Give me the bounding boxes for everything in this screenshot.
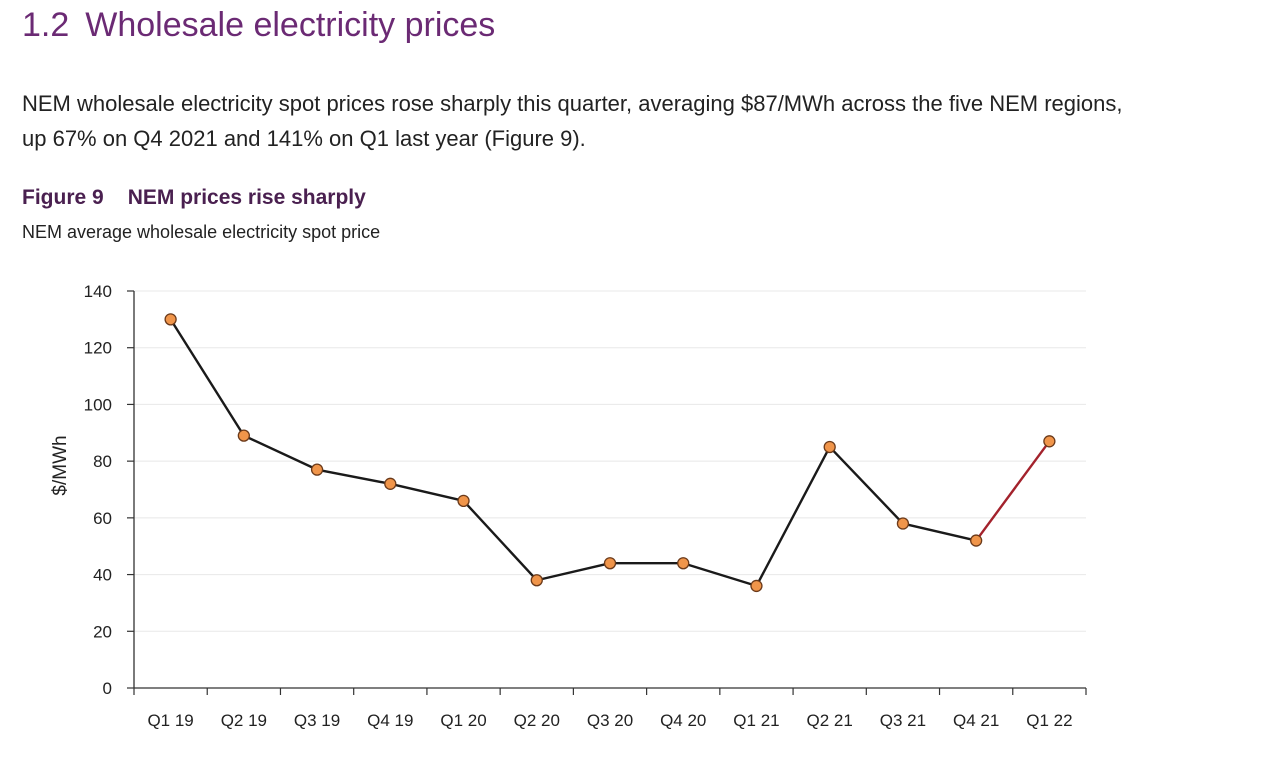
series-line-segment <box>901 522 978 542</box>
figure-title-text: NEM prices rise sharply <box>127 186 366 209</box>
figure-title: Figure 9 NEM prices rise sharply <box>22 186 366 210</box>
x-tick-label: Q1 20 <box>440 711 486 730</box>
y-tick-label: 0 <box>103 679 112 698</box>
series-line-segment <box>462 499 538 582</box>
series-line-segment <box>315 468 392 486</box>
data-point <box>384 477 397 490</box>
y-tick-label: 20 <box>93 622 112 641</box>
data-point <box>310 463 324 476</box>
data-point <box>603 557 617 570</box>
figure-label: Figure 9 <box>22 186 104 209</box>
x-tick-label: Q4 20 <box>660 711 706 730</box>
intro-paragraph: NEM wholesale electricity spot prices ro… <box>22 86 1242 156</box>
x-tick-label: Q2 20 <box>514 711 560 730</box>
y-tick-label: 60 <box>93 509 112 528</box>
data-point <box>530 574 543 587</box>
series-line-segment <box>682 562 758 588</box>
y-tick-label: 100 <box>84 395 112 414</box>
section-number: 1.2 <box>22 6 70 44</box>
series-line-segment <box>535 562 612 582</box>
x-tick-label: Q3 21 <box>880 711 926 730</box>
x-tick-label: Q3 20 <box>587 711 633 730</box>
data-point <box>970 534 983 547</box>
data-point <box>457 494 470 507</box>
series-line-segment <box>755 445 831 588</box>
x-tick-label: Q4 21 <box>953 711 999 730</box>
y-tick-label: 80 <box>93 452 112 471</box>
x-tick-label: Q4 19 <box>367 711 413 730</box>
data-point <box>1043 435 1056 448</box>
series-line-segment <box>242 434 319 471</box>
x-tick-label: Q3 19 <box>294 711 340 730</box>
x-tick-label: Q2 19 <box>221 711 267 730</box>
series-line-segment <box>169 318 246 437</box>
series-line-segment <box>389 482 465 503</box>
data-point <box>164 313 177 326</box>
data-point <box>750 579 763 593</box>
y-tick-label: 40 <box>93 566 112 585</box>
x-tick-label: Q1 19 <box>147 711 193 730</box>
section-title: Wholesale electricity prices <box>85 6 496 44</box>
x-tick-label: Q1 22 <box>1026 711 1072 730</box>
series-line-segment <box>828 445 905 525</box>
x-tick-label: Q1 21 <box>733 711 779 730</box>
intro-line-1: NEM wholesale electricity spot prices ro… <box>22 91 1123 116</box>
data-point <box>237 429 250 442</box>
intro-line-2: up 67% on Q4 2021 and 141% on Q1 last ye… <box>22 126 586 151</box>
data-point <box>823 440 836 454</box>
x-tick-label: Q2 21 <box>807 711 853 730</box>
series-line-segment <box>974 440 1051 542</box>
section-heading: 1.2 Wholesale electricity prices <box>22 6 495 45</box>
y-tick-label: 140 <box>84 282 112 301</box>
data-point <box>896 517 910 530</box>
figure-subtitle: NEM average wholesale electricity spot p… <box>22 222 381 242</box>
data-point <box>677 557 690 570</box>
y-tick-label: 120 <box>84 339 112 358</box>
y-axis-label: $/MWh <box>50 435 71 495</box>
